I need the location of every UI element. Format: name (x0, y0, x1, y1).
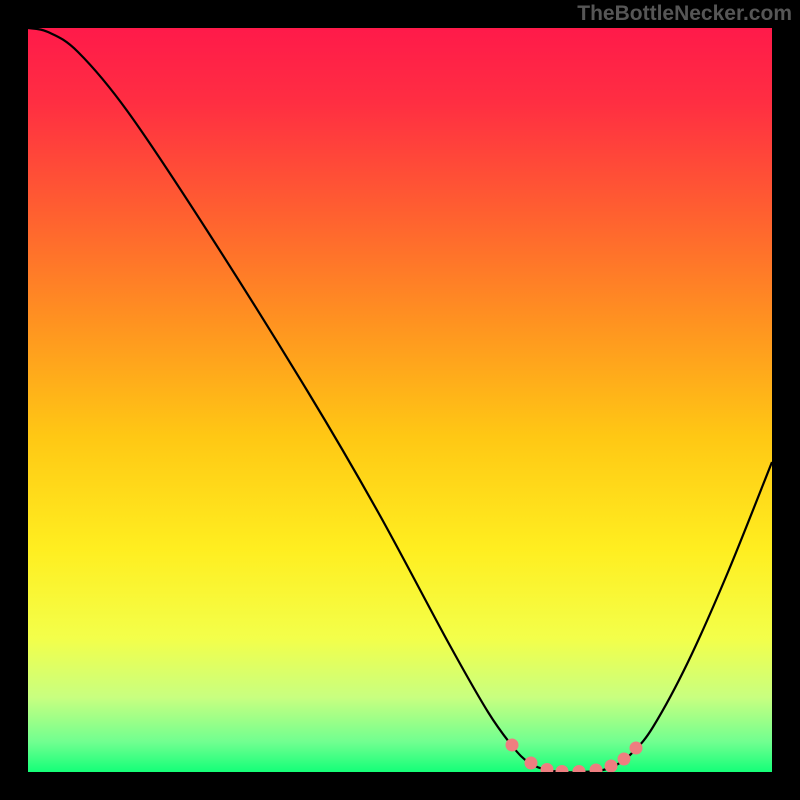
optimal-marker (541, 763, 554, 772)
chart-container: TheBottleNecker.com (0, 0, 800, 800)
optimal-marker (618, 753, 631, 766)
bottleneck-curve (28, 28, 772, 772)
chart-svg (28, 28, 772, 772)
optimal-marker (590, 764, 603, 773)
watermark-text: TheBottleNecker.com (577, 2, 792, 26)
optimal-marker (605, 760, 618, 773)
optimal-marker (630, 742, 643, 755)
optimal-marker (506, 739, 519, 752)
optimal-marker (556, 765, 569, 772)
optimal-marker (525, 757, 538, 770)
optimal-marker (573, 765, 586, 772)
plot-area (28, 28, 772, 772)
